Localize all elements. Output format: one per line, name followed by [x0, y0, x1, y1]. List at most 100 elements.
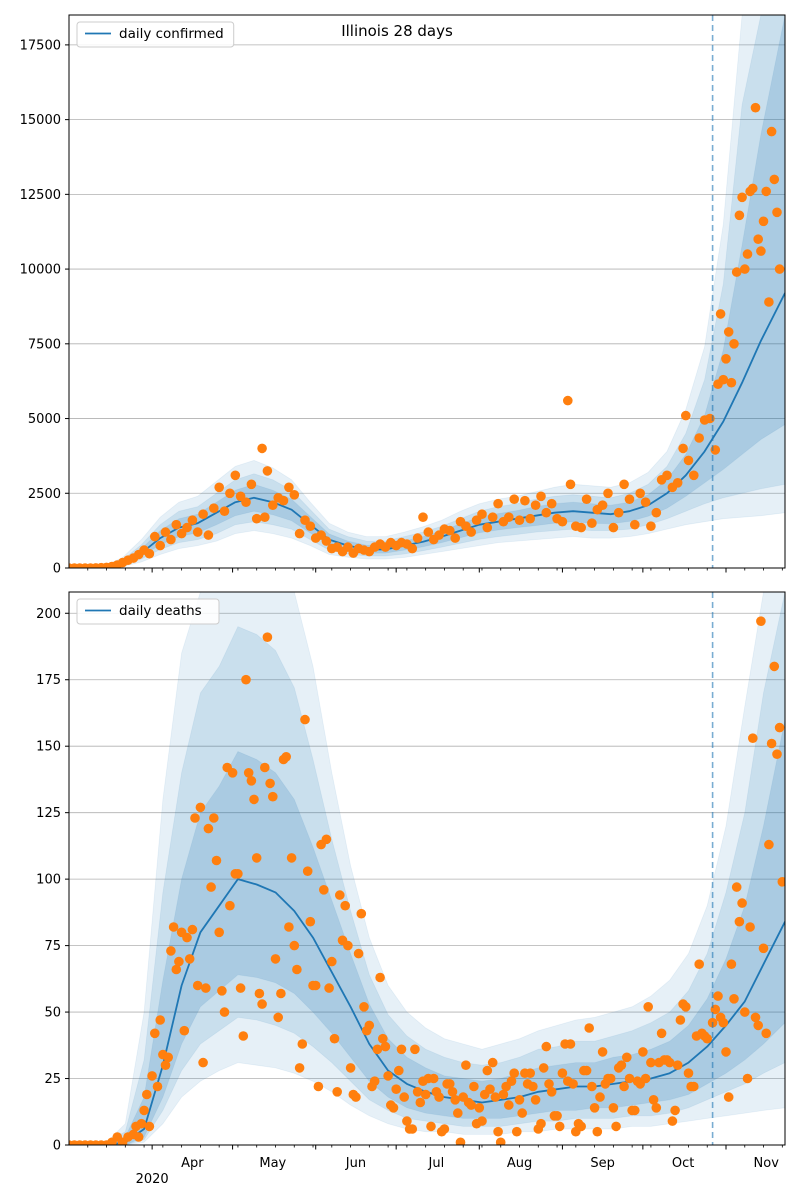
data-point [133, 1132, 144, 1142]
data-point [305, 916, 316, 927]
data-point [270, 954, 281, 964]
y-tick-label: 150 [36, 740, 61, 755]
data-point [681, 1002, 691, 1012]
data-point [144, 1121, 155, 1132]
data-point [251, 513, 262, 524]
data-point [740, 1007, 750, 1017]
data-point [726, 959, 737, 969]
data-point [345, 1063, 356, 1073]
data-point [192, 980, 203, 991]
data-point [495, 1137, 506, 1145]
data-point [445, 525, 455, 536]
data-point [681, 410, 691, 421]
data-point [761, 186, 771, 197]
data-point [305, 521, 316, 531]
data-point [383, 1071, 393, 1081]
data-point [514, 1095, 525, 1105]
data-point [415, 1097, 426, 1108]
data-point [592, 1126, 603, 1137]
legend-label: daily confirmed [119, 26, 224, 42]
data-point [469, 1081, 479, 1092]
data-point [139, 1105, 149, 1116]
x-tick-year-label: 2020 [136, 1172, 169, 1187]
data-point [731, 267, 742, 277]
data-point [450, 1095, 461, 1105]
data-point [217, 986, 227, 996]
data-point [723, 327, 734, 337]
data-point [742, 1073, 753, 1084]
data-point [487, 512, 498, 522]
data-point [353, 948, 364, 959]
data-point [528, 1081, 538, 1092]
x-tick-label: Jun [345, 1156, 366, 1171]
data-point [198, 1057, 208, 1068]
y-tick-label: 100 [36, 873, 61, 888]
data-point [482, 1065, 493, 1076]
data-point [482, 522, 493, 533]
data-point [310, 980, 321, 991]
data-point [450, 533, 461, 543]
data-point [504, 1100, 514, 1110]
data-point [678, 443, 688, 454]
data-point [774, 722, 785, 733]
data-point [166, 946, 176, 956]
data-point [774, 264, 785, 274]
x-tick-label: Aug [507, 1156, 532, 1171]
data-point [745, 922, 755, 932]
data-point [412, 1087, 423, 1097]
data-point [742, 249, 753, 259]
data-point [410, 1044, 420, 1055]
y-tick-label: 25 [44, 1072, 61, 1087]
data-point [683, 455, 694, 466]
data-point [182, 932, 192, 943]
data-point [753, 234, 763, 244]
data-point [294, 528, 305, 539]
data-point [646, 521, 656, 531]
data-point [378, 1033, 388, 1044]
data-point [536, 1118, 546, 1129]
data-point [147, 1071, 157, 1081]
data-point [723, 1092, 734, 1102]
data-point [203, 823, 214, 834]
data-point [201, 983, 211, 993]
data-point [764, 297, 774, 307]
data-point [737, 898, 747, 908]
data-point [144, 548, 155, 559]
data-point [257, 999, 267, 1009]
data-point [321, 834, 332, 845]
y-tick-label: 5000 [28, 412, 61, 427]
data-point [351, 1092, 361, 1102]
data-point [364, 1020, 375, 1031]
confirmed-panel: 0 2500 5000 7500 10000 12500 15000 17500 daily c… [20, 14, 786, 577]
x-tick-label: May [259, 1156, 286, 1171]
data-point [772, 749, 782, 759]
confidence-band [69, 15, 785, 568]
data-point [557, 1068, 568, 1078]
data-point [734, 916, 745, 927]
data-point [702, 1033, 712, 1044]
data-point [734, 210, 745, 221]
data-point [664, 1057, 675, 1068]
data-point [530, 1095, 541, 1105]
data-point [420, 1089, 431, 1100]
data-point [557, 516, 568, 527]
data-point [163, 1052, 173, 1063]
data-point [619, 479, 629, 490]
confidence-band [69, 592, 785, 1145]
data-point [576, 1121, 586, 1132]
data-point [565, 479, 576, 490]
data-point [260, 762, 270, 773]
data-point [335, 890, 345, 900]
data-point [731, 882, 742, 892]
data-point [187, 515, 198, 525]
data-point [136, 1118, 147, 1129]
data-point [192, 527, 203, 537]
data-point [672, 1060, 683, 1070]
data-point [718, 374, 729, 385]
data-point [624, 1073, 635, 1084]
data-point [461, 1060, 471, 1070]
data-point [375, 972, 385, 983]
x-tick-label: Sep [590, 1156, 615, 1171]
data-point [643, 1002, 653, 1012]
